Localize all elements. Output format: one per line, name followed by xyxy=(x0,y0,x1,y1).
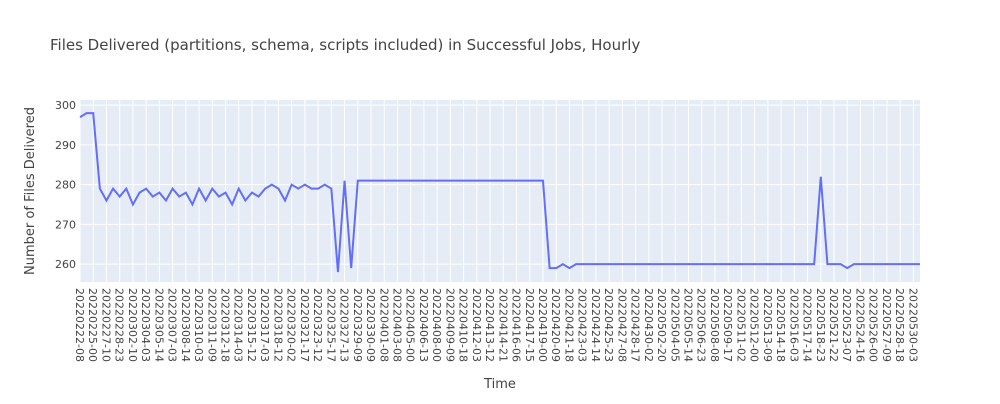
x-tick-label: 20220325-17 xyxy=(324,288,337,362)
x-tick-label: 20220320-02 xyxy=(285,288,298,362)
x-tick-label: 20220505-14 xyxy=(682,288,695,362)
x-tick-label: 20220424-14 xyxy=(589,288,602,362)
x-tick-label: 20220419-00 xyxy=(536,288,549,362)
x-tick-label: 20220305-14 xyxy=(152,288,165,362)
x-tick-label: 20220318-12 xyxy=(271,288,284,362)
chart-title: Files Delivered (partitions, schema, scr… xyxy=(50,36,640,54)
x-tick-label: 20220528-18 xyxy=(893,288,906,362)
y-tick-label: 270 xyxy=(55,218,76,231)
x-tick-label: 20220511-02 xyxy=(734,288,747,362)
x-tick-label: 20220502-20 xyxy=(655,288,668,362)
x-tick-label: 20220311-09 xyxy=(205,288,218,362)
x-tick-label: 20220516-03 xyxy=(787,288,800,362)
x-tick-label: 20220327-13 xyxy=(338,288,351,362)
x-tick-label: 20220330-09 xyxy=(364,288,377,362)
x-tick-label: 20220523-07 xyxy=(840,288,853,362)
x-tick-label: 20220401-08 xyxy=(377,288,390,362)
x-tick-label: 20220524-16 xyxy=(853,288,866,362)
x-tick-label: 20220504-05 xyxy=(668,288,681,362)
x-tick-label: 20220413-12 xyxy=(483,288,496,362)
x-tick-label: 20220227-10 xyxy=(99,288,112,362)
x-tick-label: 20220417-15 xyxy=(523,288,536,362)
x-tick-label: 20220530-03 xyxy=(906,288,919,362)
x-tick-label: 20220314-03 xyxy=(232,288,245,362)
plot-area xyxy=(80,100,920,282)
x-tick-label: 20220513-09 xyxy=(761,288,774,362)
x-tick-label: 20220308-14 xyxy=(179,288,192,362)
x-tick-label: 20220302-10 xyxy=(126,288,139,362)
x-tick-label: 20220421-18 xyxy=(562,288,575,362)
x-tick-label: 20220321-17 xyxy=(298,288,311,362)
x-tick-label: 20220514-18 xyxy=(774,288,787,362)
x-tick-label: 20220408-00 xyxy=(430,288,443,362)
x-tick-label: 20220410-18 xyxy=(457,288,470,362)
x-tick-label: 20220427-08 xyxy=(615,288,628,362)
x-tick-label: 20220506-23 xyxy=(695,288,708,362)
x-tick-label: 20220416-06 xyxy=(510,288,523,362)
x-axis-title: Time xyxy=(483,377,516,392)
x-tick-label: 20220222-08 xyxy=(73,288,86,362)
y-tick-label: 300 xyxy=(55,99,76,112)
line xyxy=(79,112,920,273)
x-tick-label: 20220428-17 xyxy=(629,288,642,362)
x-tick-label: 20220409-09 xyxy=(443,288,456,362)
x-tick-label: 20220425-23 xyxy=(602,288,615,362)
x-tick-label: 20220430-02 xyxy=(642,288,655,362)
x-tick-label: 20220329-09 xyxy=(351,288,364,362)
x-tick-label: 20220518-23 xyxy=(814,288,827,362)
x-tick-label: 20220517-14 xyxy=(801,288,814,362)
x-tick-label: 20220315-12 xyxy=(245,288,258,362)
y-tick-label: 280 xyxy=(55,179,76,192)
x-tick-label: 20220225-00 xyxy=(86,288,99,362)
x-tick-label: 20220423-03 xyxy=(576,288,589,362)
x-tick-label: 20220509-17 xyxy=(721,288,734,362)
x-tick-label: 20220307-03 xyxy=(166,288,179,362)
x-tick-label: 20220414-21 xyxy=(496,288,509,362)
x-tick-label: 20220526-00 xyxy=(867,288,880,362)
y-axis-title: Number of Files Delivered xyxy=(23,107,38,275)
y-tick-label: 290 xyxy=(55,139,76,152)
x-tick-label: 20220527-09 xyxy=(880,288,893,362)
x-tick-label: 20220403-08 xyxy=(390,288,403,362)
x-tick-label: 20220317-03 xyxy=(258,288,271,362)
x-tick-label: 20220508-08 xyxy=(708,288,721,362)
x-tick-label: 20220310-03 xyxy=(192,288,205,362)
x-tick-label: 20220521-22 xyxy=(827,288,840,362)
x-tick-label: 20220312-18 xyxy=(219,288,232,362)
x-tick-label: 20220420-09 xyxy=(549,288,562,362)
x-tick-label: 20220228-23 xyxy=(113,288,126,362)
x-tick-label: 20220412-03 xyxy=(470,288,483,362)
x-tick-label: 20220304-03 xyxy=(139,288,152,362)
x-tick-label: 20220406-13 xyxy=(417,288,430,362)
x-tick-label: 20220512-00 xyxy=(748,288,761,362)
x-tick-label: 20220323-12 xyxy=(311,288,324,362)
x-tick-label: 20220405-00 xyxy=(404,288,417,362)
y-tick-label: 260 xyxy=(55,258,76,271)
